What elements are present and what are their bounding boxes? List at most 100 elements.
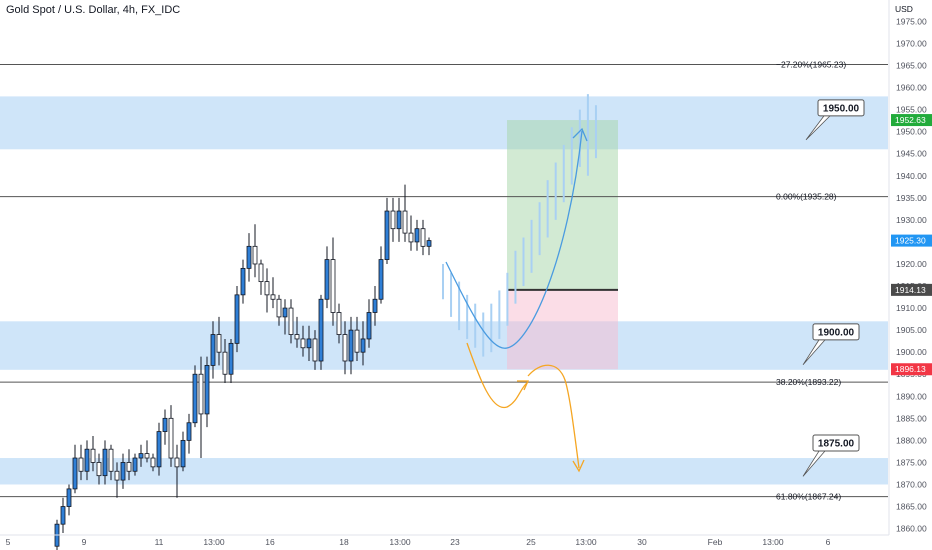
- candle-body: [276, 298, 282, 318]
- price-tick-label: 1860.00: [896, 524, 927, 534]
- price-tick-label: 1905.00: [896, 325, 927, 335]
- candle-body: [138, 453, 144, 459]
- fib-level-label: 38.20%(1893.22): [776, 377, 841, 387]
- candle-body: [180, 439, 186, 468]
- zone-callout: 1875.00: [802, 434, 860, 477]
- price-tick-label: 1955.00: [896, 105, 927, 115]
- price-tag-bg: [891, 283, 932, 296]
- bullish-projection-path: [445, 130, 583, 349]
- price-tick-label: 1970.00: [896, 38, 927, 48]
- candle-body: [306, 338, 312, 349]
- candle: [222, 338, 228, 384]
- candle-body: [60, 506, 66, 525]
- callout-label: 1875.00: [818, 439, 855, 450]
- candle: [354, 316, 360, 361]
- fib-level-label: 0.00%(1935.28): [776, 192, 837, 202]
- candle-body: [330, 259, 336, 313]
- candle-body: [384, 210, 390, 260]
- candle: [156, 422, 162, 476]
- candle-body: [126, 462, 132, 472]
- chart-title: Gold Spot / U.S. Dollar, 4h, FX_IDC: [6, 4, 181, 16]
- price-tick-label: 1940.00: [896, 171, 927, 181]
- callout-box: [812, 323, 860, 341]
- candle: [282, 299, 288, 335]
- candle-body: [90, 448, 96, 463]
- candle-body: [336, 312, 342, 335]
- candle: [420, 219, 426, 256]
- price-tag-bg: [891, 363, 932, 376]
- callout-box: [817, 99, 865, 117]
- candle: [336, 303, 342, 344]
- candle: [192, 365, 198, 428]
- candle-body: [216, 334, 222, 353]
- candle-body: [120, 462, 126, 481]
- price-tag: 1914.13: [891, 283, 932, 296]
- price-tag: 1896.13: [891, 363, 932, 376]
- price-tag-text: 1925.30: [895, 236, 926, 246]
- price-tick-label: 1910.00: [896, 303, 927, 313]
- target-area: [507, 120, 618, 290]
- candle: [228, 338, 234, 384]
- candle-body: [366, 312, 372, 340]
- candle-body: [156, 431, 162, 468]
- zone-band: [0, 321, 888, 370]
- candle-body: [72, 457, 78, 490]
- candle: [372, 286, 378, 326]
- price-tag-text: 1914.13: [895, 285, 926, 295]
- candle: [78, 444, 84, 481]
- candle-body: [240, 267, 246, 296]
- candle: [384, 197, 390, 264]
- callout-tail: [805, 115, 831, 141]
- bearish-arrow-head-1: [517, 380, 530, 391]
- time-tick-label: 23: [450, 537, 460, 547]
- candle: [366, 299, 372, 348]
- candle-body: [420, 228, 426, 247]
- candle-body: [270, 294, 276, 300]
- time-tick-label: 13:00: [762, 537, 784, 547]
- candle-body: [234, 294, 240, 344]
- zone-callout: 1950.00: [805, 99, 865, 141]
- candle-body: [324, 259, 330, 300]
- candle: [234, 286, 240, 353]
- callout-label: 1900.00: [818, 327, 855, 338]
- candle: [66, 484, 72, 516]
- candle: [120, 453, 126, 489]
- candle-body: [252, 245, 258, 265]
- stop-area: [507, 289, 618, 370]
- time-tick-label: 11: [155, 537, 164, 547]
- candle: [294, 316, 300, 348]
- candle: [174, 444, 180, 498]
- time-tick-label: 13:00: [203, 537, 225, 547]
- time-tick-label: 18: [339, 537, 349, 547]
- candle: [60, 497, 66, 533]
- candle-body: [66, 488, 72, 507]
- callout-label: 1950.00: [823, 103, 860, 114]
- price-tick-label: 1975.00: [896, 16, 927, 26]
- candle-body: [348, 329, 354, 362]
- callout-tail: [802, 450, 826, 477]
- candle-body: [372, 298, 378, 313]
- candle-body: [198, 373, 204, 415]
- candle-body: [396, 210, 402, 230]
- candle: [342, 321, 348, 375]
- candle-body: [246, 245, 252, 269]
- candle: [180, 431, 186, 472]
- candle: [132, 453, 138, 476]
- candle: [324, 246, 330, 309]
- candle: [414, 219, 420, 251]
- candle-body: [192, 373, 198, 424]
- price-tick-label: 1875.00: [896, 457, 927, 467]
- candle: [198, 356, 204, 459]
- time-tick-label: 25: [526, 537, 536, 547]
- candle-body: [210, 334, 216, 366]
- candle: [240, 259, 246, 304]
- fib-level-label: 61.80%(1867.24): [776, 492, 841, 502]
- candle: [306, 325, 312, 361]
- candle: [378, 246, 384, 304]
- candle-body: [258, 263, 264, 283]
- price-tick-label: 1950.00: [896, 127, 927, 137]
- candle-body: [312, 338, 318, 362]
- time-tick-label: 13:00: [575, 537, 597, 547]
- candle: [426, 237, 432, 256]
